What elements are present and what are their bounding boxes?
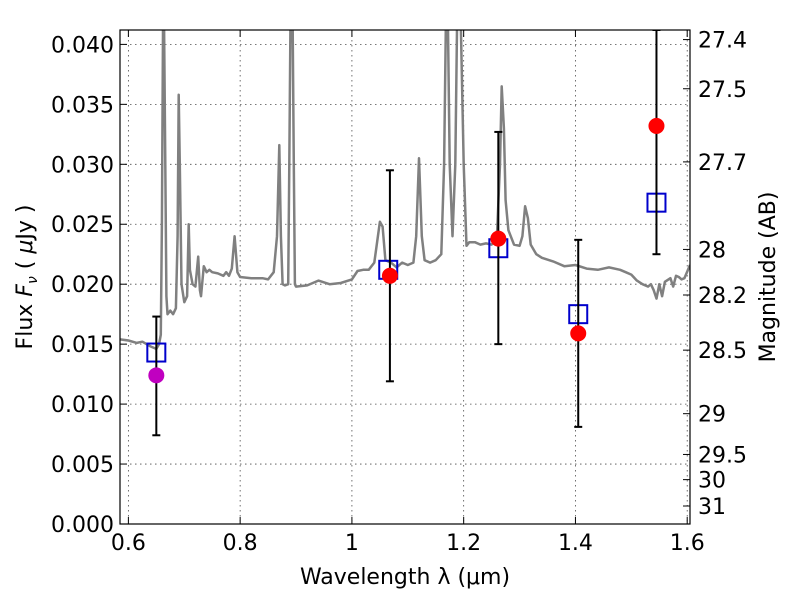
x-tick-label: 1.4 [558, 531, 593, 556]
mag-tick-label: 28.5 [698, 339, 747, 364]
observed-point [490, 230, 507, 247]
y-tick-label: 0.035 [51, 93, 114, 118]
y-tick-label: 0.005 [51, 453, 114, 478]
y-axis-right-label: Magnitude (AB) [756, 192, 781, 363]
x-tick-label: 1.2 [446, 531, 481, 556]
mag-tick-label: 28.2 [698, 284, 747, 309]
y-tick-label: 0.030 [51, 153, 114, 178]
y-tick-label: 0.010 [51, 393, 114, 418]
mag-tick-label: 27.4 [698, 29, 747, 54]
mag-tick-label: 30 [698, 469, 726, 494]
grid [120, 30, 690, 525]
x-axis-label: Wavelength λ (μm) [300, 565, 510, 590]
plot-frame [119, 29, 691, 525]
observed-point [648, 117, 665, 134]
y-axis-label: Flux Fν ( μJy ) [13, 205, 41, 350]
x-tick-label: 1 [345, 531, 359, 556]
x-tick-label: 0.6 [111, 531, 146, 556]
mag-tick-label: 27.7 [698, 151, 747, 176]
mag-tick-label: 29.5 [698, 443, 747, 468]
x-tick-label: 1.6 [670, 531, 705, 556]
x-tick-label: 0.8 [223, 531, 258, 556]
mag-tick-label: 27.5 [698, 78, 747, 103]
y-tick-label: 0.000 [51, 513, 114, 538]
model-spectrum-line [120, 30, 690, 351]
y-tick-label: 0.020 [51, 273, 114, 298]
mag-tick-label: 28 [698, 238, 726, 263]
y-tick-label: 0.040 [51, 33, 114, 58]
y-tick-label: 0.015 [51, 333, 114, 358]
mag-tick-label: 31 [698, 495, 726, 520]
mag-tick-label: 29 [698, 403, 726, 428]
axis-ticks: 0.6 0.8 1 1.2 1.4 1.6 0.000 0.005 0.010 0.015 0.02… [51, 29, 747, 556]
observed-point [570, 325, 587, 342]
plot-content [120, 30, 690, 437]
observed-point [381, 267, 398, 284]
y-tick-label: 0.025 [51, 213, 114, 238]
observed-point [148, 367, 165, 384]
